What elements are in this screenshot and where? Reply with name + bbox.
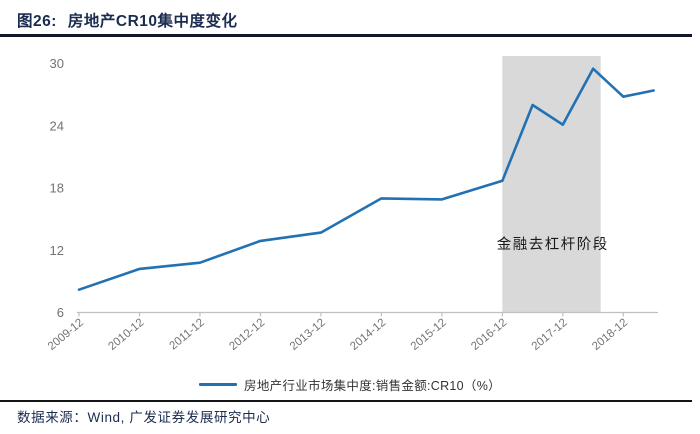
deleverage-annotation: 金融去杠杆阶段 (497, 236, 609, 253)
legend-label: 房地产行业市场集中度:销售金额:CR10（%） (244, 379, 501, 393)
x-tick-label: 2009-12 (46, 317, 86, 353)
x-tick-label: 2015-12 (409, 317, 449, 353)
chart-legend: 房地产行业市场集中度:销售金额:CR10（%） (0, 375, 700, 394)
y-tick-label: 30 (50, 56, 64, 71)
footer-divider (0, 400, 692, 402)
y-tick-label: 18 (50, 181, 64, 196)
cr10-concentration-line (77, 67, 655, 291)
deleverage-shaded-region (502, 56, 601, 313)
x-tick-label: 2010-12 (106, 317, 146, 353)
title-divider (0, 34, 692, 37)
x-tick-label: 2017-12 (530, 317, 570, 353)
x-tick-label: 2013-12 (288, 317, 328, 353)
x-tick-label: 2016-12 (469, 317, 509, 353)
legend-line-swatch (199, 383, 238, 386)
x-tick-label: 2011-12 (167, 317, 206, 353)
figure-title: 图26: 房地产CR10集中度变化 (17, 9, 238, 31)
figure-title-text: 房地产CR10集中度变化 (67, 13, 238, 30)
cr10-line-chart: 金融去杠杆阶段 2009-12 2010-12 2011-12 2012-12 2013-… (46, 56, 658, 353)
figure-number: 图26: (17, 13, 57, 30)
y-tick-label: 12 (50, 243, 64, 258)
x-tick-label: 2012-12 (227, 317, 267, 353)
y-tick-label: 6 (57, 305, 64, 320)
data-source-text: 数据来源：Wind, 广发证券发展研究中心 (17, 410, 271, 425)
x-tick-label: 2018-12 (590, 317, 630, 353)
y-tick-label: 24 (50, 118, 64, 133)
x-tick-label: 2014-12 (348, 317, 388, 353)
